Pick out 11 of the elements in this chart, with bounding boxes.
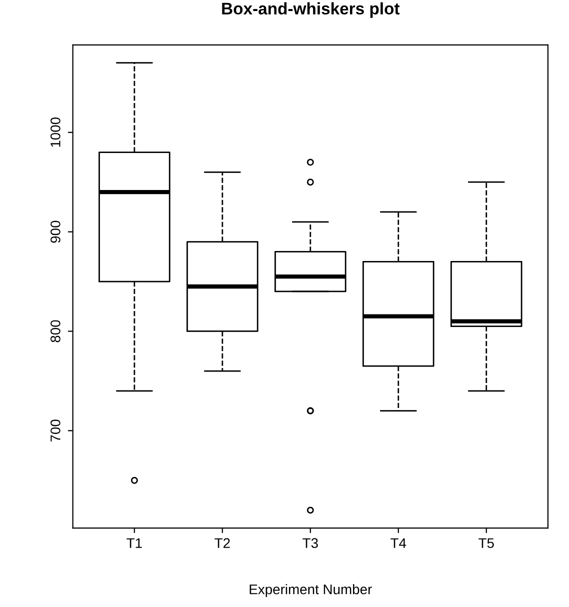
y-tick-label: 1000: [50, 118, 60, 147]
y-tick-label: 900: [50, 220, 60, 243]
chart-title: Box-and-whiskers plot: [222, 2, 400, 18]
x-tick-label: T1: [126, 538, 142, 548]
x-tick-label: T3: [302, 538, 318, 548]
y-tick-label: 700: [50, 420, 60, 442]
x-tick-label: T4: [390, 538, 406, 548]
y-tick-label: 800: [50, 320, 60, 342]
x-tick-label: T5: [478, 538, 494, 548]
x-tick-label: T2: [214, 538, 230, 548]
x-axis-title: Experiment Number: [250, 584, 372, 598]
